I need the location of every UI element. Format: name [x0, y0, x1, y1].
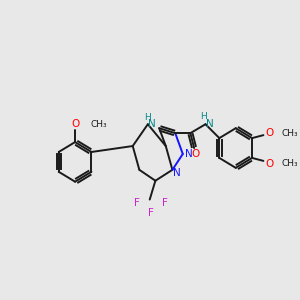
Text: O: O: [265, 128, 273, 138]
Text: H: H: [200, 112, 207, 121]
Text: F: F: [134, 199, 140, 208]
Text: N: N: [206, 119, 214, 129]
Text: CH₃: CH₃: [281, 159, 298, 168]
Text: CH₃: CH₃: [281, 129, 298, 138]
Text: N: N: [173, 168, 181, 178]
Text: F: F: [162, 199, 168, 208]
Text: N: N: [148, 119, 155, 129]
Text: O: O: [191, 149, 199, 159]
Text: CH₃: CH₃: [90, 120, 107, 129]
Text: O: O: [265, 159, 273, 169]
Text: H: H: [145, 113, 151, 122]
Text: F: F: [148, 208, 154, 218]
Text: N: N: [184, 149, 192, 159]
Text: O: O: [71, 119, 79, 129]
